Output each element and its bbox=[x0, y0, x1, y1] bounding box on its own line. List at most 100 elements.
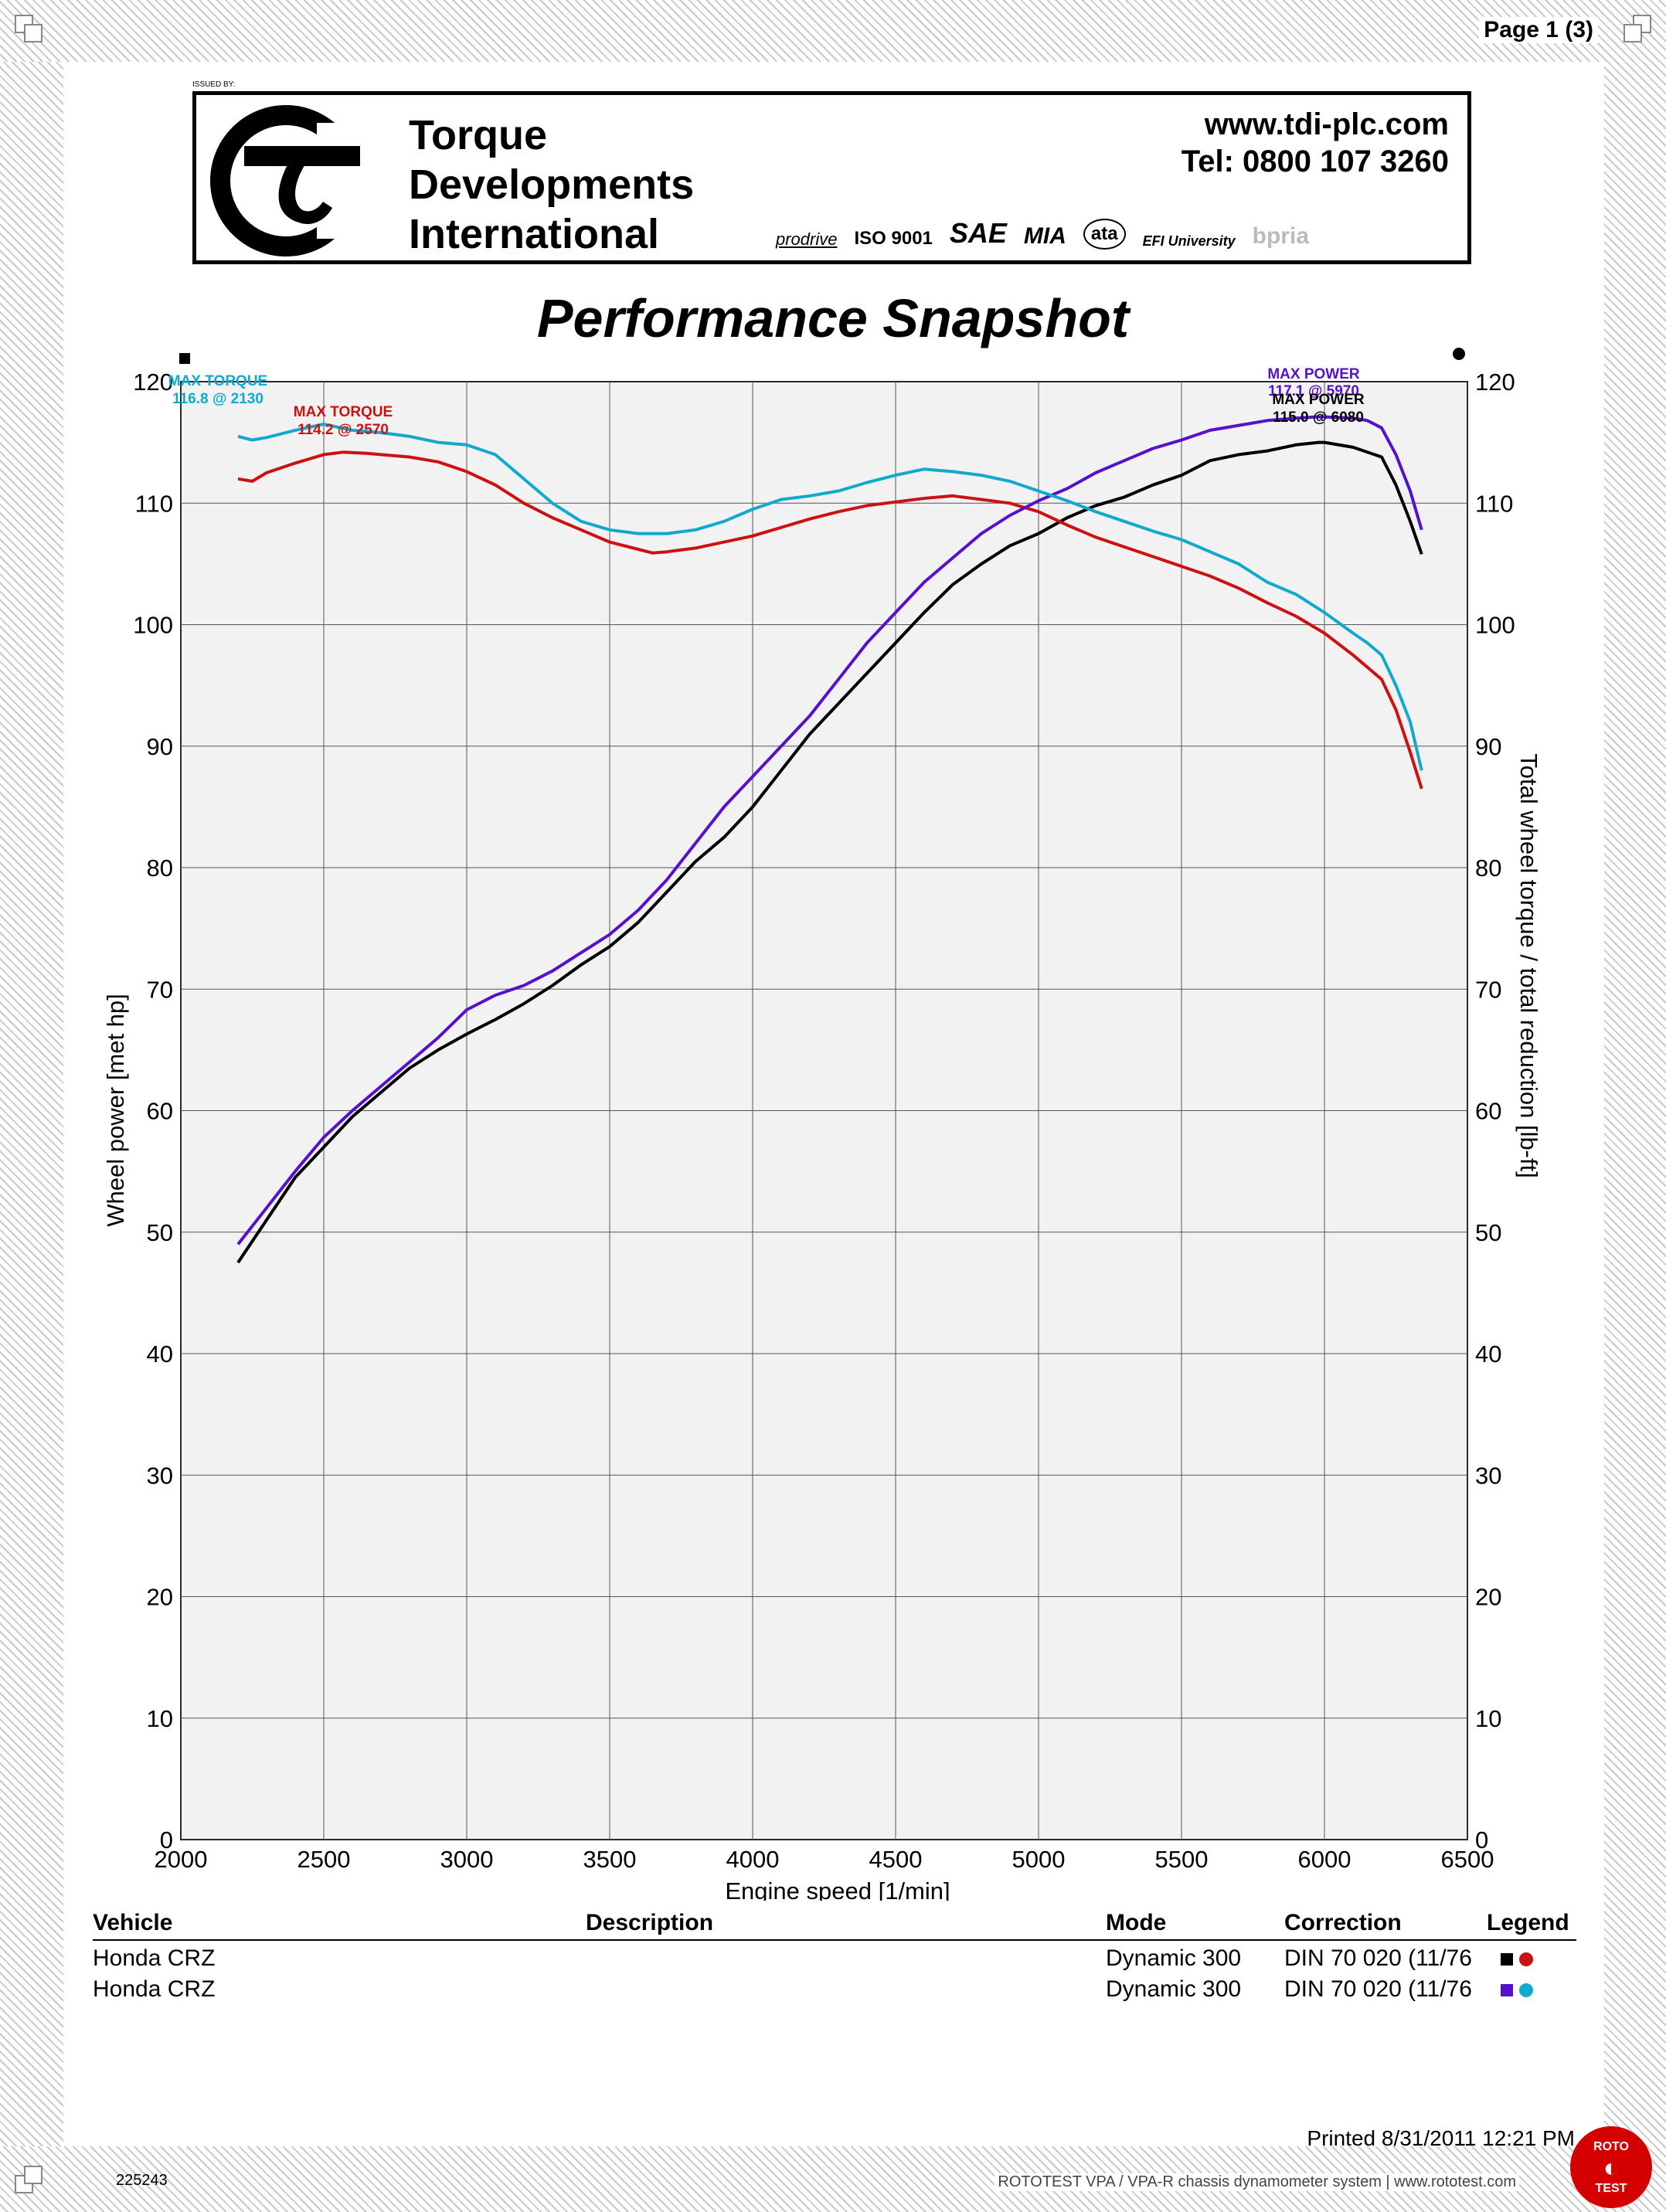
legend-cell bbox=[1501, 1945, 1533, 1972]
x-tick-label: 5500 bbox=[1155, 1846, 1209, 1873]
annotation-label: MAX POWER bbox=[1267, 366, 1360, 382]
y-tick-labels-left: 0 10 20 30 40 50 60 70 80 90 100 110 120 bbox=[133, 369, 173, 1854]
expand-corner-icon[interactable] bbox=[1621, 14, 1652, 45]
y-tick-label-right: 100 bbox=[1475, 612, 1515, 639]
y-axis-label-right: Total wheel torque / total reduction [lb… bbox=[1515, 753, 1542, 1178]
tdi-logo-icon bbox=[210, 105, 379, 257]
x-tick-label: 2000 bbox=[155, 1846, 208, 1873]
col-header-mode: Mode bbox=[1106, 1910, 1167, 1935]
y-axis-label-left: Wheel power [met hp] bbox=[102, 994, 129, 1227]
table-divider bbox=[93, 1939, 1576, 1941]
rototest-badge: ROTO ◐ TEST bbox=[1570, 2126, 1652, 2208]
mode-cell: Dynamic 300 bbox=[1106, 1945, 1242, 1971]
badge-line: TEST bbox=[1595, 2182, 1627, 2195]
series-line-3 bbox=[237, 423, 1423, 771]
left-axis-square-marker bbox=[179, 353, 190, 364]
vehicle-cell: Honda CRZ bbox=[93, 1945, 216, 1971]
legend-square-icon bbox=[1501, 1984, 1513, 1997]
ata-logo: ata bbox=[1083, 219, 1126, 250]
hatch-border-right bbox=[1604, 62, 1666, 2146]
x-tick-label: 6000 bbox=[1298, 1846, 1352, 1873]
y-tick-label-left: 30 bbox=[147, 1462, 173, 1489]
company-line: Torque bbox=[409, 112, 547, 158]
y-tick-label-left: 100 bbox=[133, 612, 173, 639]
y-tick-label-right: 80 bbox=[1475, 855, 1501, 882]
hatch-border-left bbox=[0, 62, 63, 2146]
report-title: Performance Snapshot bbox=[536, 288, 1130, 348]
y-tick-label-left: 20 bbox=[147, 1584, 173, 1611]
page-number: Page 1 (3) bbox=[1479, 17, 1598, 43]
annotation-label: 115.0 @ 6080 bbox=[1273, 409, 1364, 426]
series-line-2 bbox=[236, 415, 1423, 1245]
legend-dot-icon bbox=[1519, 1983, 1533, 1998]
badge-line: ROTO bbox=[1593, 2140, 1629, 2153]
prodrive-logo: prodrive bbox=[776, 229, 838, 249]
annotation-label: MAX POWER bbox=[1272, 392, 1365, 408]
legend-cell bbox=[1501, 1976, 1533, 2003]
y-tick-label-right: 0 bbox=[1475, 1826, 1488, 1854]
col-header-vehicle: Vehicle bbox=[93, 1910, 173, 1935]
expand-corner-icon[interactable] bbox=[14, 2163, 45, 2194]
annotation-label: 114.2 @ 2570 bbox=[298, 422, 389, 438]
legend-dot-icon bbox=[1519, 1952, 1533, 1967]
efi-logo: EFI University bbox=[1142, 233, 1236, 249]
x-tick-labels: 2000 2500 3000 3500 4000 4500 5000 5500 6000 6500 bbox=[155, 1846, 1494, 1873]
series-line-1 bbox=[237, 450, 1423, 790]
y-tick-label-right: 120 bbox=[1475, 369, 1515, 396]
telephone: Tel: 0800 107 3260 bbox=[1181, 144, 1449, 178]
correction-cell: DIN 70 020 (11/76 bbox=[1284, 1976, 1472, 2002]
printed-timestamp: Printed 8/31/2011 12:21 PM bbox=[1307, 2126, 1575, 2150]
annotation-label: MAX TORQUE bbox=[168, 373, 267, 389]
x-tick-label: 3000 bbox=[440, 1846, 494, 1873]
x-tick-label: 6500 bbox=[1441, 1846, 1494, 1873]
company-line: International bbox=[409, 211, 660, 257]
x-tick-label: 3500 bbox=[583, 1846, 637, 1873]
col-header-legend: Legend bbox=[1487, 1910, 1569, 1935]
contact-info: www.tdi-plc.com Tel: 0800 107 3260 bbox=[1182, 106, 1449, 180]
system-info: ROTOTEST VPA / VPA-R chassis dynamometer… bbox=[994, 2173, 1519, 2191]
company-name: Torque Developments International bbox=[409, 110, 694, 259]
iso-logo: ISO 9001 bbox=[854, 228, 933, 249]
mia-logo: MIA bbox=[1023, 223, 1066, 249]
grid-lines bbox=[180, 381, 1468, 1840]
y-tick-label-left: 90 bbox=[147, 733, 173, 760]
report-id: 225243 bbox=[116, 2172, 168, 2189]
y-tick-label-left: 0 bbox=[160, 1826, 173, 1854]
y-tick-label-left: 70 bbox=[147, 976, 173, 1003]
annotation-label: 116.8 @ 2130 bbox=[172, 391, 264, 407]
y-tick-label-left: 60 bbox=[147, 1098, 173, 1125]
mode-cell: Dynamic 300 bbox=[1106, 1976, 1242, 2002]
series-line-0 bbox=[236, 440, 1423, 1264]
expand-corner-icon[interactable] bbox=[14, 14, 45, 45]
right-axis-dot-marker bbox=[1453, 348, 1465, 360]
y-tick-label-left: 50 bbox=[147, 1219, 173, 1246]
y-tick-label-left: 120 bbox=[133, 369, 173, 396]
y-tick-label-right: 30 bbox=[1475, 1462, 1501, 1489]
performance-chart: 2000 2500 3000 3500 4000 4500 5000 5500 6000 6500… bbox=[102, 348, 1542, 1901]
company-line: Developments bbox=[409, 161, 695, 208]
x-tick-label: 4000 bbox=[726, 1846, 780, 1873]
y-tick-label-right: 50 bbox=[1475, 1219, 1501, 1246]
legend-square-icon bbox=[1501, 1953, 1513, 1966]
x-tick-label: 2500 bbox=[298, 1846, 351, 1873]
bpria-logo: bpria bbox=[1252, 223, 1310, 249]
issued-by-label: ISSUED BY: bbox=[192, 80, 236, 89]
y-tick-label-right: 10 bbox=[1475, 1705, 1501, 1732]
badge-swirl-icon: ◐ bbox=[1603, 2153, 1620, 2183]
x-axis-label: Engine speed [1/min] bbox=[725, 1877, 950, 1901]
y-tick-label-right: 90 bbox=[1475, 733, 1501, 760]
y-tick-label-left: 10 bbox=[147, 1705, 173, 1732]
certification-logos: prodrive ISO 9001 SAE MIA ata EFI Univer… bbox=[776, 217, 1309, 250]
sae-logo: SAE bbox=[949, 217, 1007, 249]
col-header-description: Description bbox=[586, 1910, 714, 1935]
y-tick-label-left: 110 bbox=[135, 490, 173, 517]
y-tick-label-right: 60 bbox=[1475, 1098, 1501, 1125]
col-header-correction: Correction bbox=[1284, 1910, 1402, 1935]
annotation-label: 117.1 @ 5970 bbox=[1268, 383, 1359, 399]
vehicle-cell: Honda CRZ bbox=[93, 1976, 216, 2002]
y-tick-label-right: 20 bbox=[1475, 1584, 1501, 1611]
y-tick-label-right: 40 bbox=[1475, 1340, 1501, 1368]
website-link[interactable]: www.tdi-plc.com bbox=[1204, 107, 1449, 141]
y-tick-labels-right: 0 10 20 30 40 50 60 70 80 90 100 110 120 bbox=[1475, 369, 1515, 1854]
series-lines bbox=[236, 415, 1423, 1264]
